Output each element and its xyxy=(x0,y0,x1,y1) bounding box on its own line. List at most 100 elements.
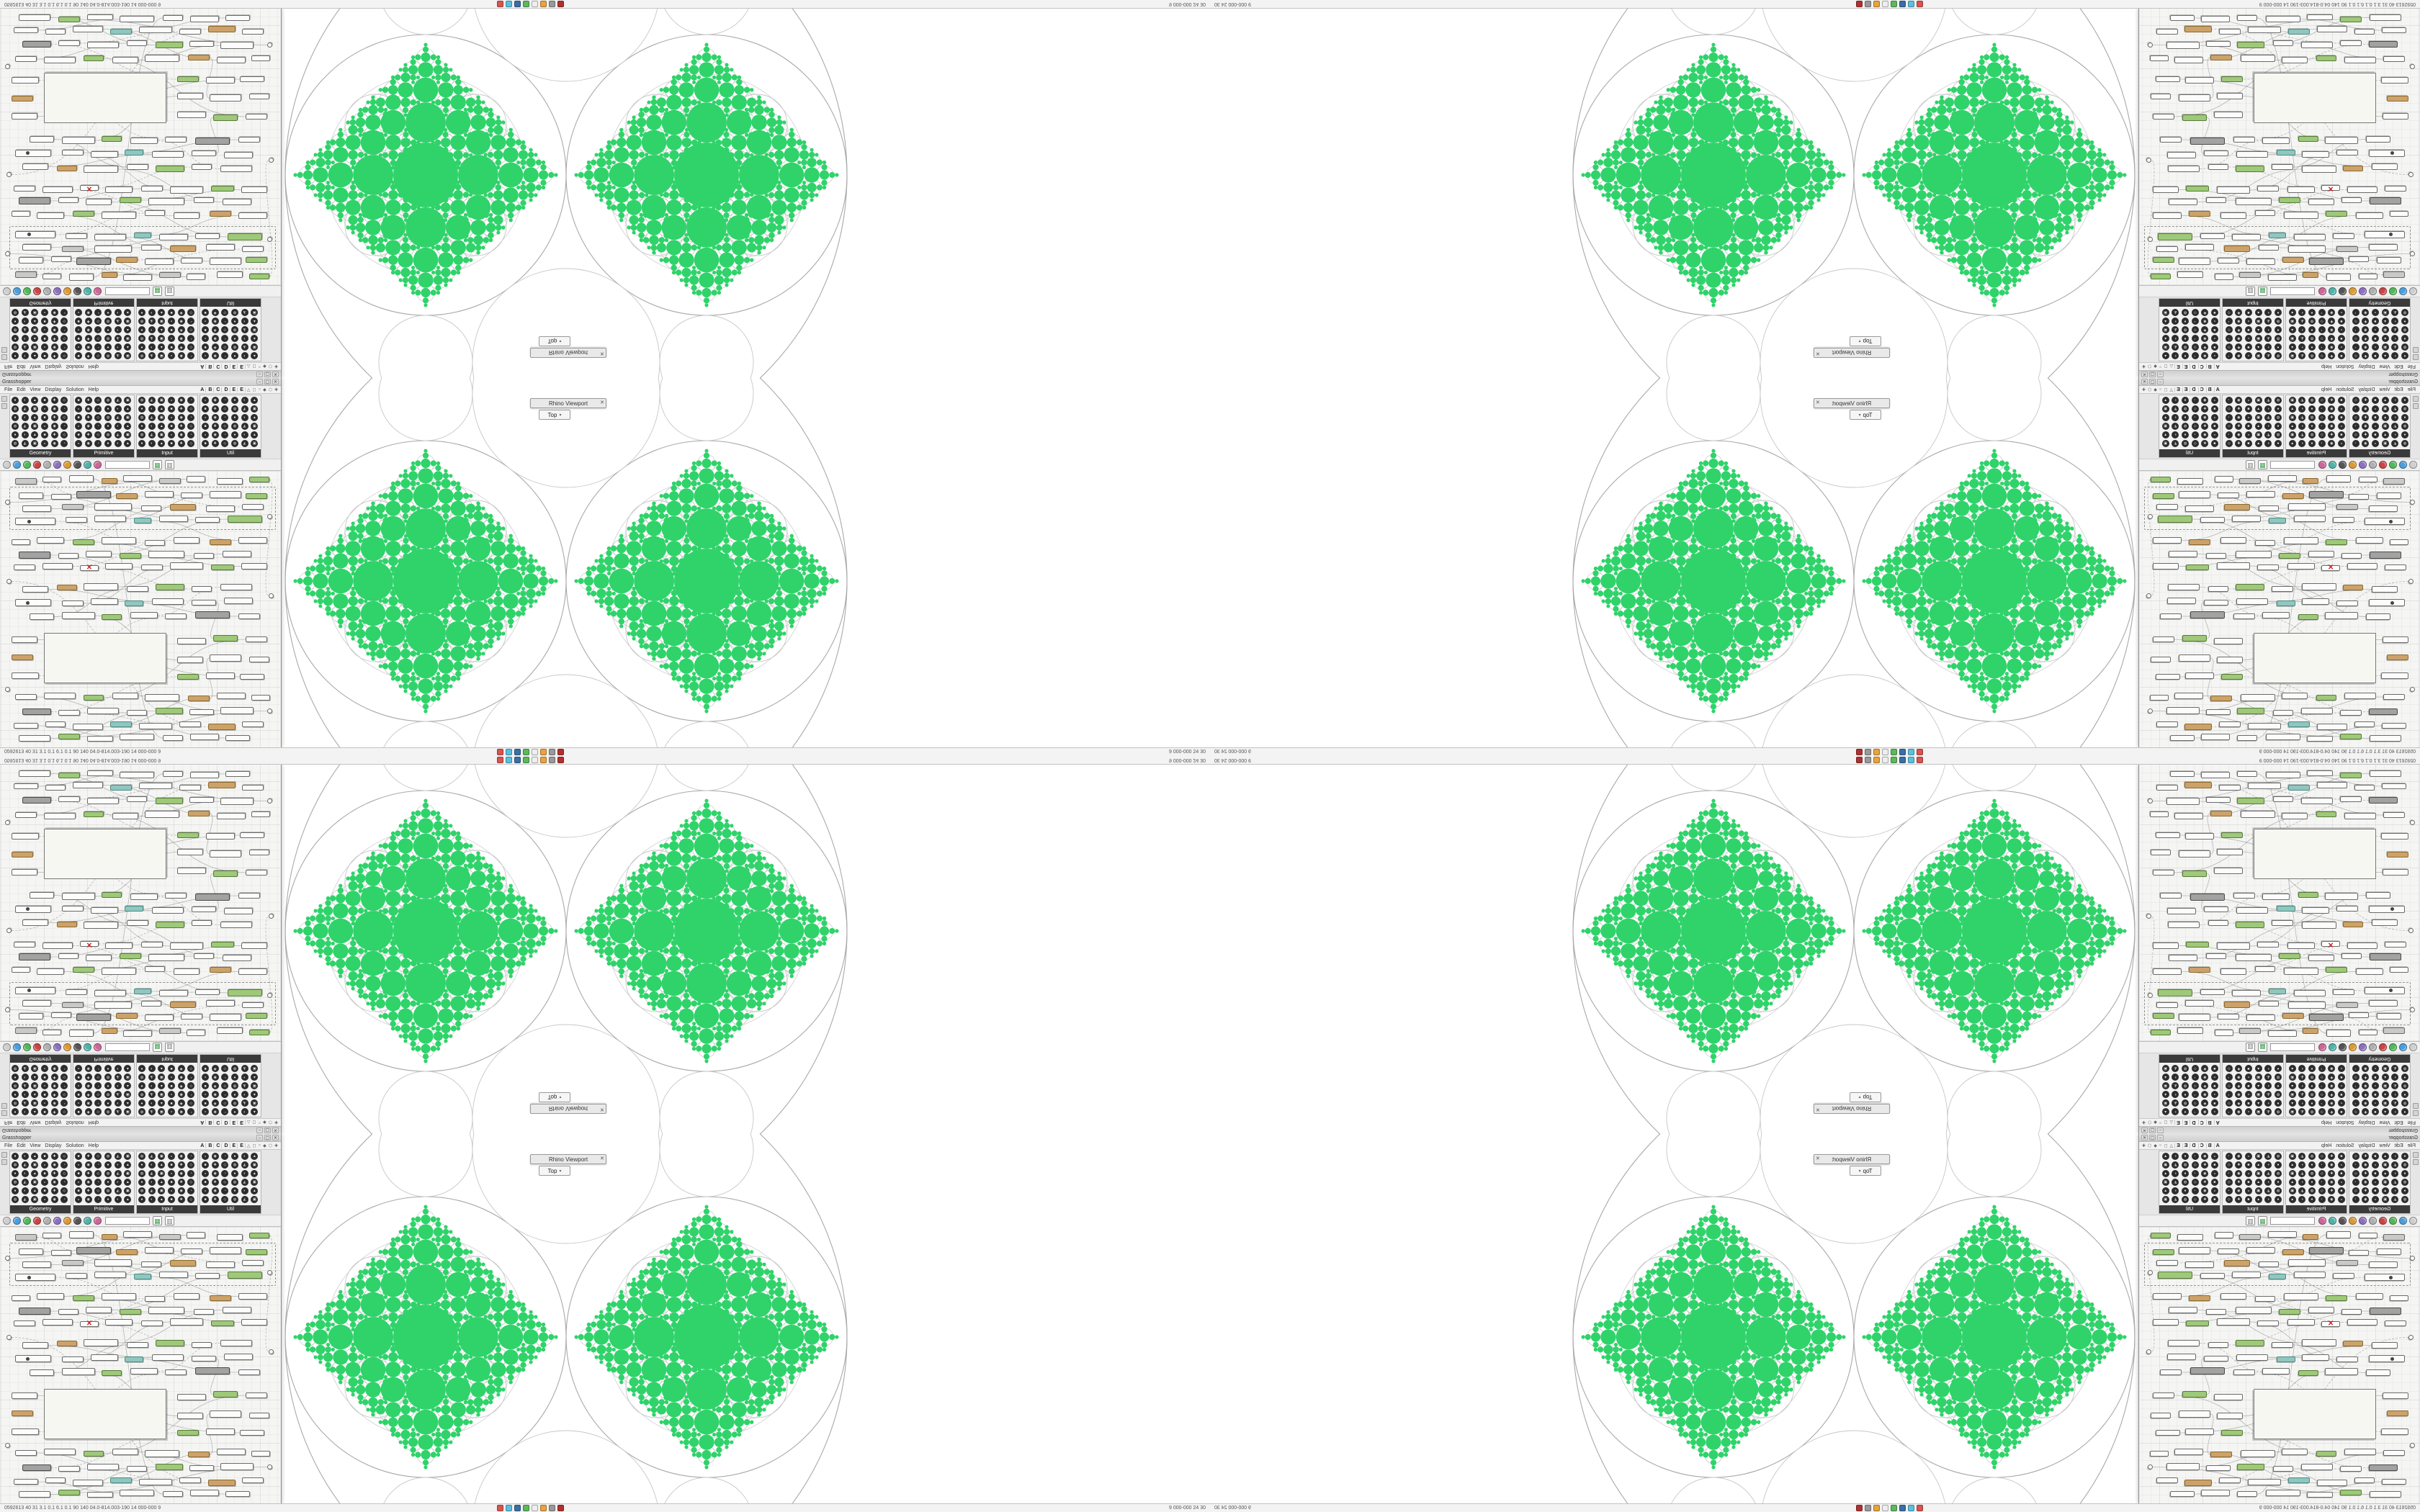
component-icon[interactable]: ◒ xyxy=(202,431,209,438)
component-icon[interactable]: ◒ xyxy=(2372,309,2379,316)
gh-node[interactable] xyxy=(170,1318,203,1326)
component-icon[interactable]: ■ xyxy=(168,1082,175,1089)
component-icon[interactable]: ▣ xyxy=(2381,440,2389,447)
component-icon[interactable]: ◍ xyxy=(2401,1161,2408,1169)
gh-node[interactable] xyxy=(249,1413,269,1418)
component-icon[interactable]: ◐ xyxy=(2298,1196,2306,1203)
component-icon[interactable]: ● xyxy=(231,431,238,438)
gh-node[interactable] xyxy=(238,1369,260,1375)
component-icon[interactable]: ✚ xyxy=(2362,1091,2370,1098)
close-icon[interactable]: ✕ xyxy=(600,400,604,405)
component-icon[interactable]: ◉ xyxy=(2328,309,2336,316)
component-tab-c[interactable]: C xyxy=(215,1143,223,1148)
gh-node[interactable] xyxy=(220,798,254,805)
gh-node[interactable] xyxy=(2326,1231,2351,1238)
component-icon[interactable]: ◐ xyxy=(2172,397,2179,404)
component-icon[interactable]: ◔ xyxy=(2352,1065,2360,1072)
gh-node[interactable] xyxy=(145,1247,174,1254)
menu-item-solution[interactable]: Solution xyxy=(66,1120,84,1125)
gh-node[interactable] xyxy=(102,272,117,278)
component-icon[interactable]: ◍ xyxy=(2308,1153,2316,1160)
viewport-canvas[interactable] xyxy=(1210,765,2138,1134)
viewport-caption-bar[interactable]: Rhino Viewport ✕ xyxy=(1814,348,1890,358)
component-icon[interactable]: ◍ xyxy=(231,1161,238,1169)
component-icon[interactable]: ✚ xyxy=(177,326,185,333)
gh-node[interactable] xyxy=(2237,15,2257,21)
component-icon[interactable]: ◭ xyxy=(2391,343,2399,351)
gh-node[interactable] xyxy=(2150,1451,2169,1457)
component-icon[interactable]: ◐ xyxy=(2172,352,2179,359)
component-icon[interactable]: ◍ xyxy=(12,309,19,316)
component-icon[interactable]: ◍ xyxy=(2182,440,2189,447)
gh-node[interactable] xyxy=(2366,1369,2390,1376)
component-icon[interactable]: ◒ xyxy=(202,414,209,421)
component-icon[interactable]: ■ xyxy=(2211,1179,2218,1186)
component-icon[interactable]: ◉ xyxy=(50,423,58,430)
component-icon[interactable]: ■ xyxy=(75,431,82,438)
component-icon[interactable]: ◭ xyxy=(2298,352,2306,359)
component-icon[interactable]: ◭ xyxy=(114,414,122,421)
component-icon[interactable]: ▣ xyxy=(124,1091,132,1098)
taskbar-icon-app-orange[interactable] xyxy=(1873,749,1880,755)
gh-node[interactable] xyxy=(2369,906,2405,913)
component-icon[interactable]: ◉ xyxy=(211,431,219,438)
gh-node[interactable] xyxy=(2206,1309,2226,1315)
maximize-button[interactable]: ▢ xyxy=(2149,379,2156,384)
component-icon[interactable]: ■ xyxy=(75,1187,82,1194)
gh-node[interactable] xyxy=(2272,920,2293,926)
gh-node[interactable] xyxy=(84,55,104,61)
component-icon[interactable]: ◒ xyxy=(75,309,82,316)
palette-rail-button[interactable] xyxy=(2413,1152,2419,1158)
component-icon[interactable]: ◐ xyxy=(2172,1153,2179,1160)
gh-node[interactable] xyxy=(179,785,201,791)
gh-node[interactable] xyxy=(2153,563,2179,570)
component-icon[interactable]: ✚ xyxy=(84,352,92,359)
component-icon[interactable]: ◉ xyxy=(50,1099,58,1107)
component-icon[interactable]: ▣ xyxy=(158,414,166,421)
gh-node[interactable] xyxy=(80,565,99,571)
gh-node[interactable] xyxy=(86,551,112,557)
component-icon[interactable]: ● xyxy=(2401,1187,2408,1194)
gh-node[interactable] xyxy=(2237,1464,2264,1470)
component-tab-c[interactable]: C xyxy=(215,1120,223,1125)
component-icon[interactable]: ▲ xyxy=(2381,414,2389,421)
component-icon[interactable]: ◍ xyxy=(2401,1082,2408,1089)
toolbar-icon-tri-teal[interactable] xyxy=(2329,1043,2336,1051)
gh-node[interactable] xyxy=(2387,96,2408,102)
toolbar-icon-tri-teal[interactable] xyxy=(84,1217,91,1225)
taskbar-icon-app-gray[interactable] xyxy=(549,1,555,7)
gh-node[interactable] xyxy=(102,1028,117,1034)
gh-node[interactable] xyxy=(2204,600,2228,606)
toolbar-icon-box-gray[interactable] xyxy=(43,1043,51,1051)
component-icon[interactable]: ◐ xyxy=(114,405,122,413)
toolbar-icon-sphere-green[interactable] xyxy=(23,461,31,469)
toolbar-icon-tri-teal[interactable] xyxy=(2329,287,2336,295)
gh-node[interactable] xyxy=(116,493,138,499)
tab-shape-icon[interactable]: △ xyxy=(246,1120,251,1125)
component-icon[interactable]: ◐ xyxy=(2298,1179,2306,1186)
component-icon[interactable]: ✚ xyxy=(2201,326,2209,333)
gh-node[interactable] xyxy=(127,586,148,592)
component-icon[interactable]: ◔ xyxy=(2225,318,2233,325)
gh-node[interactable] xyxy=(2303,1234,2318,1240)
component-icon[interactable]: ▲ xyxy=(251,414,259,421)
component-icon[interactable]: ■ xyxy=(41,1091,48,1098)
component-icon[interactable]: ◍ xyxy=(2401,326,2408,333)
component-icon[interactable]: ◇ xyxy=(2191,1196,2199,1203)
component-icon[interactable]: ● xyxy=(2401,1170,2408,1177)
component-icon[interactable]: ◔ xyxy=(2352,1082,2360,1089)
component-icon[interactable]: ◒ xyxy=(202,318,209,325)
component-icon[interactable]: ◉ xyxy=(211,318,219,325)
gh-node[interactable] xyxy=(2236,151,2268,158)
gh-node[interactable] xyxy=(2160,1369,2182,1375)
component-icon[interactable]: ◉ xyxy=(2235,1153,2243,1160)
gh-node[interactable] xyxy=(2272,164,2293,170)
gh-node[interactable] xyxy=(145,540,165,546)
component-icon[interactable]: ◇ xyxy=(2318,414,2326,421)
gh-node[interactable] xyxy=(127,164,148,170)
component-icon[interactable]: ◔ xyxy=(2352,405,2360,413)
component-icon[interactable]: ◔ xyxy=(2225,397,2233,404)
palette-group-label[interactable]: Util xyxy=(2159,449,2220,457)
gh-node[interactable] xyxy=(58,953,79,959)
component-icon[interactable]: ✚ xyxy=(211,1161,219,1169)
